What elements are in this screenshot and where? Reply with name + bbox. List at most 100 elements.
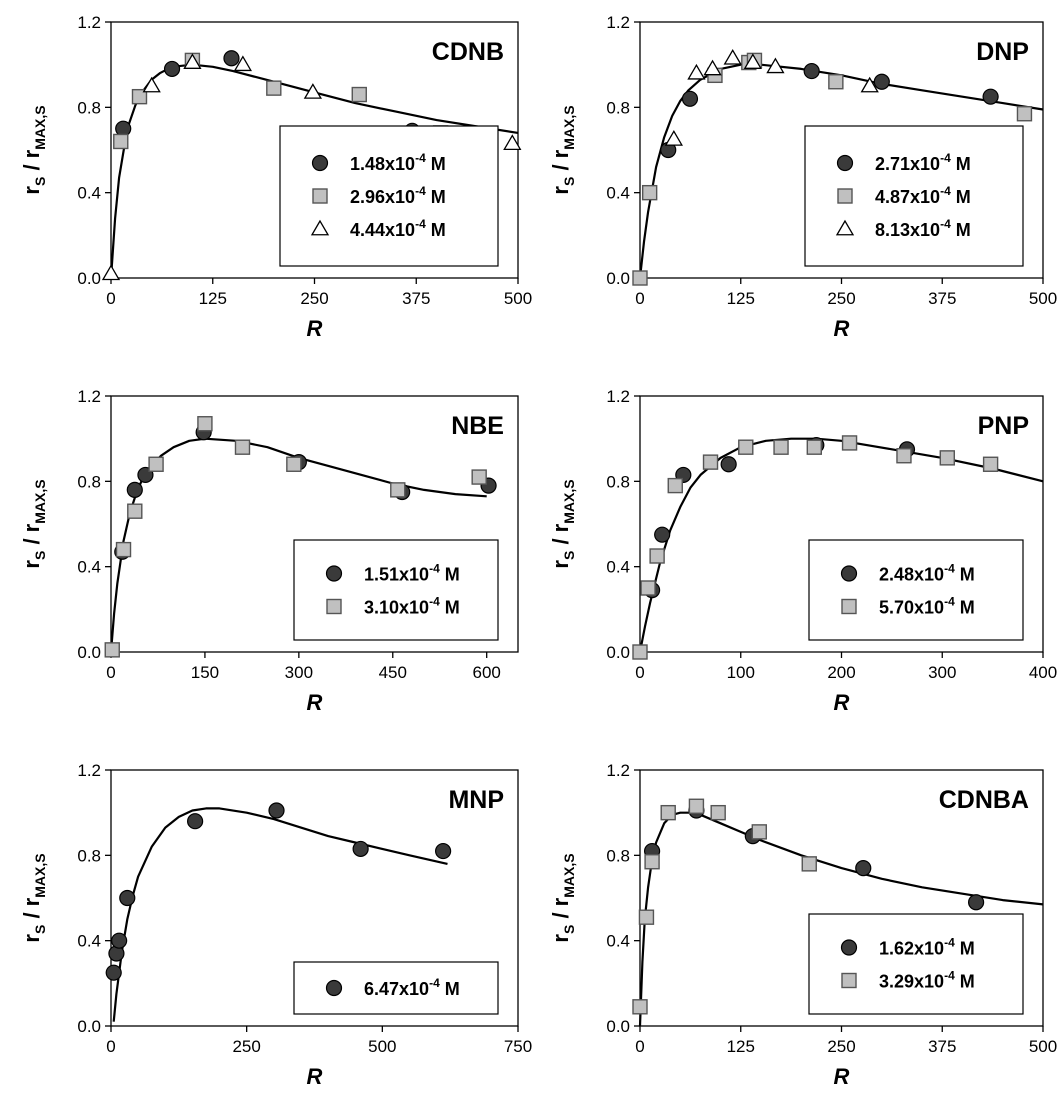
y-axis-label: rS / rMAX,S xyxy=(548,105,577,194)
data-point-triangle xyxy=(144,78,160,92)
data-point-square xyxy=(829,75,843,89)
data-point-circle xyxy=(106,965,121,980)
data-point-square xyxy=(802,857,816,871)
x-tick-label: 375 xyxy=(928,1037,956,1056)
x-tick-label: 0 xyxy=(635,663,644,682)
data-point-square xyxy=(752,825,766,839)
y-tick-label: 1.2 xyxy=(606,761,630,780)
data-point-square xyxy=(739,440,753,454)
legend: 1.51x10-4 M 3.10x10-4 M xyxy=(294,540,498,640)
y-tick-label: 0.0 xyxy=(606,1017,630,1036)
legend-entry: 4.44x10-4 M xyxy=(350,217,446,240)
legend-marker-square xyxy=(842,600,856,614)
x-tick-label: 250 xyxy=(827,1037,855,1056)
chart-panel-pnp: 0.0 0.4 0.8 1.2 0 100 200 300 400 RrS / rMAX,S PNP… xyxy=(548,387,1057,715)
panel-title: NBE xyxy=(451,412,504,440)
data-point-square xyxy=(650,549,664,563)
y-tick-label: 0.0 xyxy=(606,269,630,288)
panel-title: DNP xyxy=(976,38,1029,66)
data-point-triangle xyxy=(688,65,704,79)
data-point-square xyxy=(689,799,703,813)
data-point-square xyxy=(352,88,366,102)
x-tick-label: 150 xyxy=(191,663,219,682)
data-point-square xyxy=(1017,107,1031,121)
y-tick-label: 0.8 xyxy=(606,472,630,491)
data-point-circle xyxy=(983,89,998,104)
y-tick-label: 0.8 xyxy=(606,98,630,117)
data-point-square xyxy=(472,470,486,484)
data-point-circle xyxy=(856,861,871,876)
y-axis-label: rS / rMAX,S xyxy=(548,479,577,568)
data-point-circle xyxy=(120,891,135,906)
legend-entry: 1.48x10-4 M xyxy=(350,151,446,174)
y-tick-label: 1.2 xyxy=(77,761,101,780)
x-tick-label: 500 xyxy=(1029,289,1057,308)
data-point-triangle xyxy=(725,50,741,64)
x-tick-label: 300 xyxy=(285,663,313,682)
data-point-square xyxy=(661,806,675,820)
data-point-square xyxy=(633,645,647,659)
legend-marker-circle xyxy=(313,156,328,171)
y-tick-label: 0.0 xyxy=(77,269,101,288)
legend: 2.48x10-4 M 5.70x10-4 M xyxy=(809,540,1023,640)
data-point-square xyxy=(633,271,647,285)
data-point-square xyxy=(643,186,657,200)
legend-entry: 3.10x10-4 M xyxy=(364,595,460,618)
x-tick-label: 250 xyxy=(300,289,328,308)
legend-entry: 1.62x10-4 M xyxy=(879,936,975,959)
data-point-square xyxy=(704,455,718,469)
legend-box xyxy=(809,540,1023,640)
data-point-square xyxy=(645,855,659,869)
data-point-square xyxy=(940,451,954,465)
data-point-square xyxy=(287,457,301,471)
y-tick-label: 0.8 xyxy=(77,846,101,865)
legend-marker-circle xyxy=(842,940,857,955)
data-point-circle xyxy=(804,64,819,79)
legend-box xyxy=(809,914,1023,1014)
x-tick-label: 125 xyxy=(727,1037,755,1056)
data-point-square xyxy=(984,457,998,471)
y-tick-label: 1.2 xyxy=(606,387,630,406)
data-point-circle xyxy=(655,527,670,542)
legend-entry: 2.96x10-4 M xyxy=(350,184,446,207)
x-tick-label: 0 xyxy=(635,289,644,308)
x-tick-label: 0 xyxy=(635,1037,644,1056)
y-tick-label: 0.4 xyxy=(606,558,630,577)
y-tick-label: 0.4 xyxy=(77,558,101,577)
data-point-triangle xyxy=(666,131,682,145)
x-tick-label: 400 xyxy=(1029,663,1057,682)
data-point-circle xyxy=(721,457,736,472)
legend-entry: 2.71x10-4 M xyxy=(875,151,971,174)
y-tick-label: 1.2 xyxy=(77,13,101,32)
x-tick-label: 0 xyxy=(106,663,115,682)
legend-entry: 3.29x10-4 M xyxy=(879,969,975,992)
data-point-square xyxy=(198,417,212,431)
x-tick-label: 450 xyxy=(379,663,407,682)
data-point-circle xyxy=(353,841,368,856)
data-point-circle xyxy=(436,844,451,859)
x-axis-label: R xyxy=(307,316,323,341)
data-point-square xyxy=(897,449,911,463)
legend-marker-square xyxy=(327,600,341,614)
y-tick-label: 0.8 xyxy=(606,846,630,865)
x-tick-label: 500 xyxy=(368,1037,396,1056)
legend-entry: 8.13x10-4 M xyxy=(875,217,971,240)
legend-marker-square xyxy=(838,189,852,203)
y-tick-label: 0.0 xyxy=(77,1017,101,1036)
x-tick-label: 100 xyxy=(727,663,755,682)
y-axis-label: rS / rMAX,S xyxy=(19,105,48,194)
x-axis-label: R xyxy=(834,316,850,341)
x-axis-label: R xyxy=(307,1064,323,1089)
legend-entry: 1.51x10-4 M xyxy=(364,562,460,585)
y-axis-label: rS / rMAX,S xyxy=(19,479,48,568)
data-point-circle xyxy=(224,51,239,66)
legend-entry: 4.87x10-4 M xyxy=(875,184,971,207)
y-tick-label: 1.2 xyxy=(77,387,101,406)
data-point-circle xyxy=(112,933,127,948)
x-tick-label: 375 xyxy=(928,289,956,308)
panel-title: MNP xyxy=(448,786,504,814)
data-point-square xyxy=(117,543,131,557)
legend-entry: 2.48x10-4 M xyxy=(879,562,975,585)
legend: 1.62x10-4 M 3.29x10-4 M xyxy=(809,914,1023,1014)
